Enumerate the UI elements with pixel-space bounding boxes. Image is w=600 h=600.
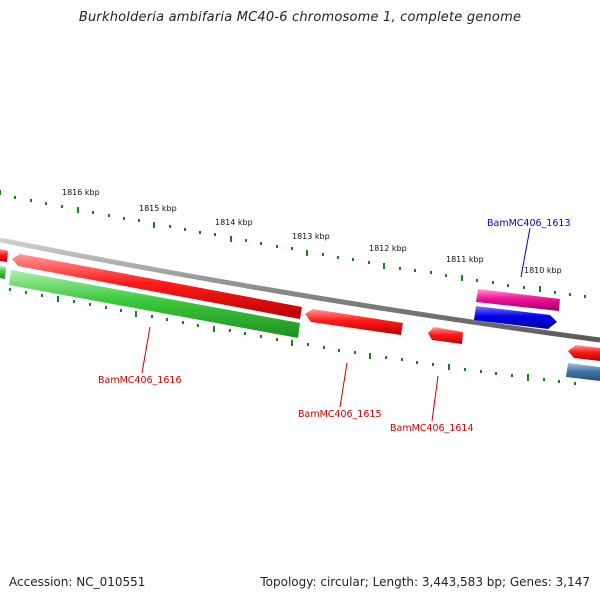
kbp-tick-label: 1814 kbp — [215, 218, 253, 227]
gene-label-BamMC406_1615: BamMC406_1615 — [298, 409, 381, 420]
gene-label-leader — [339, 362, 348, 408]
cds-blue-forward — [474, 306, 557, 329]
kbp-tick-label: 1815 kbp — [139, 204, 177, 213]
gene-label-leader — [141, 326, 151, 374]
cds-BamMC406_1613 — [476, 289, 560, 311]
inner-tick-ruler — [9, 288, 576, 385]
cds-BamMC406_1616-upper — [12, 254, 302, 319]
cds-BamMC406_1616 — [9, 270, 300, 338]
cds-BamMC406_1614 — [428, 327, 463, 344]
cds-green-left-edge — [0, 266, 6, 279]
gene-label-leader — [520, 227, 531, 278]
cds-red-right-edge — [568, 345, 600, 361]
genome-summary-text: Topology: circular; Length: 3,443,583 bp… — [260, 575, 590, 589]
kbp-tick-label: 1816 kbp — [62, 188, 100, 197]
gene-label-BamMC406_1613: BamMC406_1613 — [487, 218, 570, 229]
gene-label-BamMC406_1614: BamMC406_1614 — [390, 423, 473, 434]
kbp-tick-label: 1811 kbp — [446, 255, 484, 264]
kbp-tick-label: 1813 kbp — [292, 232, 330, 241]
accession-text: Accession: NC_010551 — [9, 575, 146, 589]
cds-BamMC406_1615 — [305, 309, 403, 335]
outer-tick-ruler — [0, 190, 586, 298]
map-title: Burkholderia ambifaria MC40-6 chromosome… — [78, 10, 522, 25]
gene-label-leader — [431, 375, 439, 422]
chromosome-backbone — [0, 237, 600, 343]
cds-steelblue-right-edge — [566, 363, 600, 381]
kbp-tick-label: 1812 kbp — [369, 244, 407, 253]
kbp-tick-label: 1810 kbp — [524, 266, 562, 275]
gene-label-BamMC406_1616: BamMC406_1616 — [98, 375, 181, 386]
cds-red-left-edge — [0, 249, 8, 262]
